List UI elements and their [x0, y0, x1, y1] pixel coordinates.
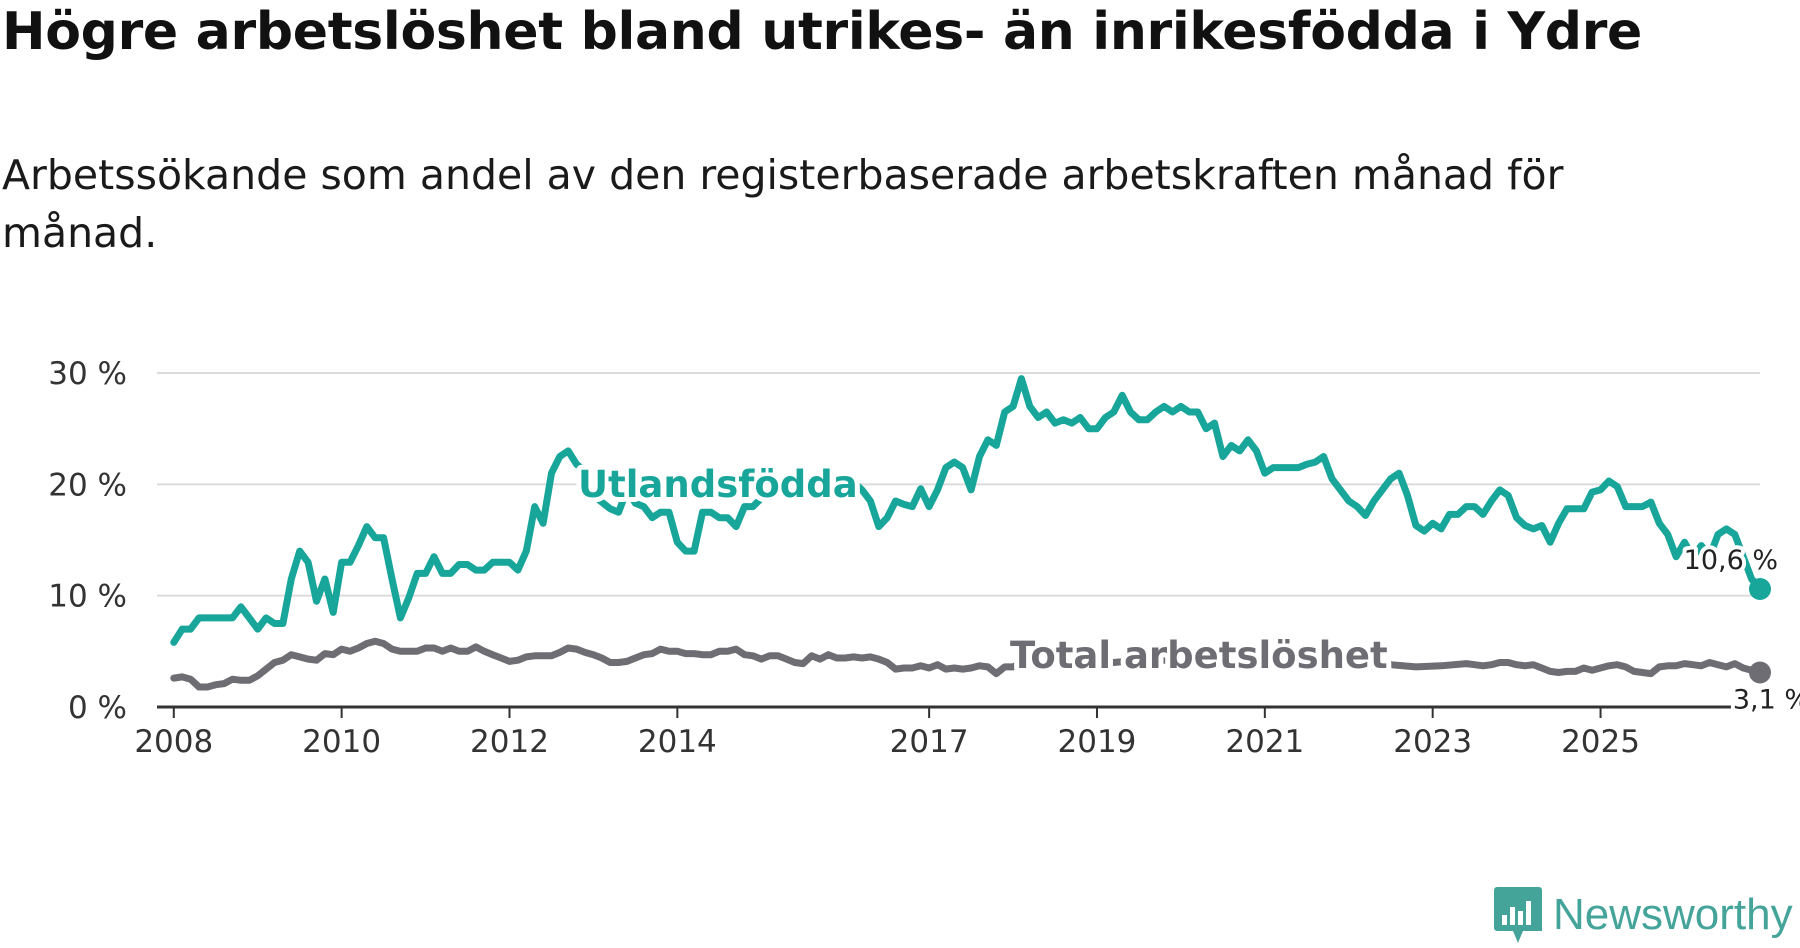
x-tick-label-6: 2021	[1225, 724, 1304, 760]
x-tick-label-1: 2010	[302, 724, 381, 760]
series-line-0	[174, 379, 1760, 643]
x-tick-label-8: 2025	[1561, 724, 1640, 760]
line-chart: 0 % 10 % 20 % 30 % 2008 2010 2012 2014 2017 2019 2…	[0, 0, 1800, 948]
series-end-dot-0	[1749, 578, 1771, 600]
y-tick-label-0: 0 %	[68, 690, 127, 726]
brand-name: Newsworthy	[1553, 890, 1793, 940]
newsworthy-logo-icon	[1493, 885, 1543, 945]
y-tick-label-2: 20 %	[48, 467, 127, 503]
x-tick-label-5: 2019	[1058, 724, 1137, 760]
x-tick-label-0: 2008	[134, 724, 213, 760]
brand-logo: Newsworthy	[1493, 885, 1793, 945]
x-tick-label-2: 2012	[470, 724, 549, 760]
y-tick-label-3: 30 %	[48, 356, 127, 392]
series-end-label-0: 10,6 %	[1684, 545, 1778, 576]
x-tick-label-7: 2023	[1393, 724, 1472, 760]
series-label-1: Total arbetslöshet	[1010, 634, 1388, 677]
series-label-0: Utlandsfödda	[578, 463, 858, 506]
x-tick-label-4: 2017	[890, 724, 969, 760]
series-end-dot-1	[1749, 661, 1771, 683]
y-tick-label-1: 10 %	[48, 579, 127, 615]
series-line-1	[174, 641, 1760, 687]
series-end-label-1: 3,1 %	[1733, 684, 1800, 715]
x-tick-label-3: 2014	[638, 724, 717, 760]
